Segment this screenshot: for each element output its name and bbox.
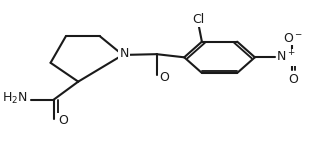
Text: O: O [288, 73, 298, 86]
Text: H$_2$N: H$_2$N [2, 91, 28, 106]
Text: O: O [159, 71, 169, 84]
Text: Cl: Cl [193, 13, 205, 26]
Text: O: O [58, 114, 68, 127]
Text: N: N [120, 47, 129, 60]
Text: O$^-$: O$^-$ [283, 32, 303, 45]
Text: N$^+$: N$^+$ [276, 50, 296, 65]
